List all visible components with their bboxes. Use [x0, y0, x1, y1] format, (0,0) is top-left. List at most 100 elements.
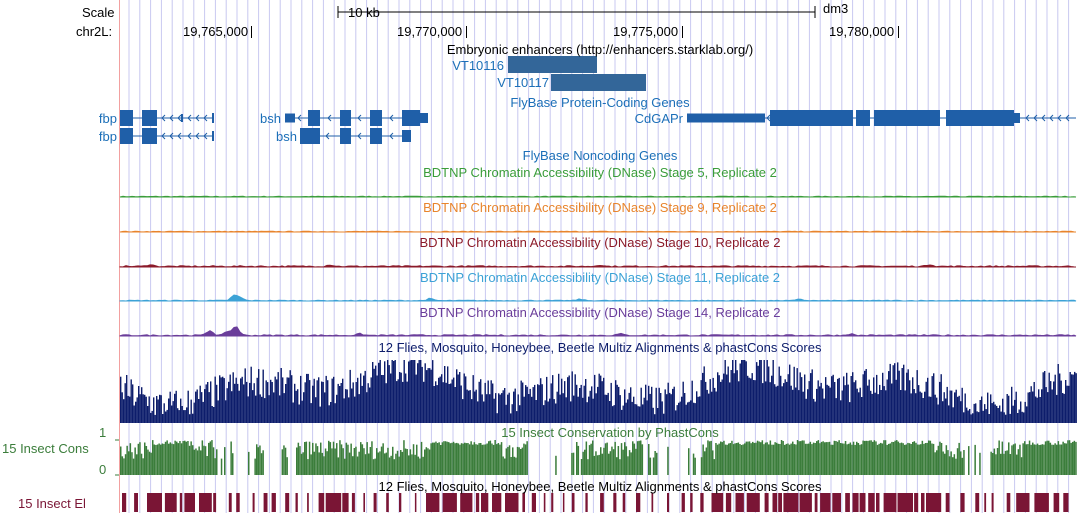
- multiz-bar: [814, 401, 816, 423]
- multiz-bar: [516, 411, 518, 423]
- gene-label-bsh[interactable]: bsh: [260, 111, 281, 126]
- phastcons-bar: [408, 455, 410, 475]
- phastcons-bar: [769, 440, 772, 475]
- gene-label-fbp[interactable]: fbp: [98, 111, 117, 126]
- multiz-bar: [618, 386, 620, 423]
- enhancer-item-label[interactable]: VT10117: [497, 75, 549, 90]
- multiz-bar: [274, 376, 276, 423]
- phastcons-bar: [504, 458, 506, 475]
- multiz-bar: [915, 393, 917, 423]
- flybase-noncoding-track-title[interactable]: FlyBase Noncoding Genes: [522, 148, 678, 163]
- enhancer-item-label[interactable]: VT10116: [452, 58, 504, 73]
- phastcons-bar: [368, 453, 370, 475]
- phastcons-bar: [1060, 444, 1063, 475]
- multiz-bar: [798, 390, 800, 423]
- phastcons-bar: [284, 447, 287, 475]
- multiz-bar: [456, 369, 458, 423]
- multiz-bar: [931, 376, 933, 423]
- phastcons-bar: [366, 442, 368, 475]
- multiz-bar: [1042, 372, 1044, 423]
- phastcons-bar: [444, 441, 447, 475]
- phastcons-bar: [806, 443, 808, 475]
- multiz-bar: [591, 386, 593, 423]
- enhancers-track-title[interactable]: Embryonic enhancers (http://enhancers.st…: [446, 42, 754, 57]
- phastcons-bar: [1009, 454, 1012, 475]
- phastcons-bar: [841, 443, 844, 475]
- dnase-stage5-title[interactable]: BDTNP Chromatin Accessibility (DNase) St…: [423, 165, 777, 180]
- gene-label-bsh[interactable]: bsh: [276, 129, 297, 144]
- multiz-bar: [1029, 392, 1031, 423]
- phastcons-side-label[interactable]: 15 Insect Cons: [2, 441, 89, 456]
- elements-side-label[interactable]: 15 Insect El: [18, 496, 86, 511]
- gene-bsh-exon: [340, 110, 351, 126]
- multiz-bar: [735, 360, 737, 423]
- multiz-bar: [811, 369, 813, 423]
- gene-bsh-exon: [370, 110, 382, 126]
- phastcons-bar: [862, 440, 864, 475]
- multiz-bar: [636, 404, 638, 423]
- phastcons-bar: [811, 444, 813, 475]
- phastcons-bar: [838, 440, 840, 475]
- phastcons-bar: [120, 446, 122, 475]
- phastcons-bar: [448, 442, 450, 475]
- flybase-coding-track-title[interactable]: FlyBase Protein-Coding Genes: [510, 95, 690, 110]
- phastcons-bar: [910, 444, 912, 475]
- multiz-bar: [555, 403, 557, 423]
- multiz-bar: [304, 382, 306, 423]
- phastcons-bar: [230, 441, 232, 475]
- phastcons-bar: [260, 453, 263, 475]
- multiz-bar: [802, 391, 804, 423]
- gene-bsh-strand-arrow: [389, 132, 394, 140]
- gene-label-cdgapr[interactable]: CdGAPr: [634, 111, 683, 126]
- multiz-bar: [447, 366, 449, 423]
- multiz-bar: [472, 375, 474, 423]
- gene-label-fbp[interactable]: fbp: [98, 129, 117, 144]
- multiz-bar: [387, 360, 389, 423]
- multiz-bar: [1047, 392, 1049, 423]
- position-tick: [251, 26, 252, 38]
- multiz-bar: [153, 397, 155, 423]
- phastcons-bar: [259, 445, 261, 475]
- multiz-bar: [277, 372, 279, 423]
- phastcons-bar: [400, 450, 402, 475]
- dnase-stage14-title[interactable]: BDTNP Chromatin Accessibility (DNase) St…: [419, 305, 781, 320]
- phastcons-bar: [297, 442, 300, 475]
- multiz-bar: [442, 382, 444, 423]
- multiz-bar: [747, 375, 749, 423]
- multiz-bar: [681, 396, 683, 423]
- multiz-bar: [202, 401, 204, 423]
- dnase-stage9-title[interactable]: BDTNP Chromatin Accessibility (DNase) St…: [423, 200, 777, 215]
- conserved-element-block: [975, 493, 980, 512]
- multiz-bar: [201, 392, 203, 423]
- phastcons-bar: [889, 443, 892, 475]
- chrom-label[interactable]: chr2L:: [76, 24, 113, 39]
- elements-track-title[interactable]: 12 Flies, Mosquito, Honeybee, Beetle Mul…: [378, 479, 822, 494]
- conserved-element-block: [179, 493, 183, 512]
- phastcons-bar: [161, 443, 164, 475]
- multiz-track-title[interactable]: 12 Flies, Mosquito, Honeybee, Beetle Mul…: [378, 340, 822, 355]
- multiz-bar: [373, 368, 375, 423]
- gene-fbp-strand-arrow: [187, 114, 192, 122]
- conserved-element-block: [914, 493, 919, 512]
- multiz-bar: [1038, 389, 1040, 423]
- phastcons-bar: [254, 458, 256, 475]
- phastcons-track-title[interactable]: 15 Insect Conservation by PhastCons: [501, 425, 719, 440]
- multiz-bar: [129, 396, 131, 423]
- multiz-bar: [501, 393, 503, 423]
- dnase-stage10-title[interactable]: BDTNP Chromatin Accessibility (DNase) St…: [419, 235, 781, 250]
- phastcons-bar: [406, 449, 408, 475]
- phastcons-bar: [924, 443, 927, 475]
- phastcons-bar: [979, 452, 981, 475]
- multiz-bar: [150, 412, 152, 423]
- dnase-stage11-title[interactable]: BDTNP Chromatin Accessibility (DNase) St…: [419, 270, 781, 285]
- multiz-bar: [924, 391, 926, 423]
- phastcons-bar: [459, 444, 461, 475]
- phastcons-bar: [883, 440, 885, 475]
- multiz-bar: [1006, 394, 1008, 423]
- phastcons-bar: [424, 449, 426, 475]
- multiz-bar: [1035, 396, 1037, 423]
- multiz-bar: [612, 406, 614, 423]
- gene-bsh-exon: [402, 110, 420, 126]
